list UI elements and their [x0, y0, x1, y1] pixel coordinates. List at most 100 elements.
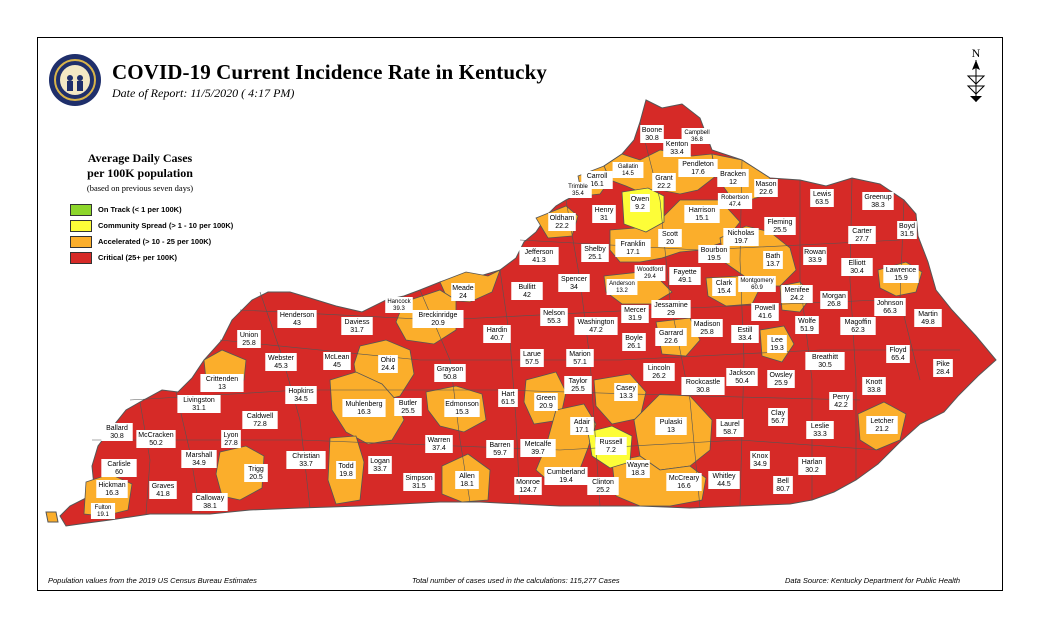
- county-label-box: [574, 317, 618, 335]
- county-name: Morgan: [822, 293, 846, 300]
- county-name: Union: [240, 332, 258, 339]
- county-label-box: [767, 335, 787, 353]
- county-value: 30.4: [850, 268, 864, 275]
- county-label-box: [883, 265, 919, 283]
- county-label-box: [767, 370, 795, 388]
- county-label-box: [483, 325, 511, 343]
- footer-population-note: Population values from the 2019 US Censu…: [48, 576, 257, 585]
- county-label-box: [862, 377, 886, 395]
- county-name: Hickman: [98, 482, 125, 489]
- county-value: 62.3: [851, 327, 865, 334]
- county-label-box: [806, 421, 834, 439]
- county-value: 30.8: [696, 387, 710, 394]
- county-label-box: [451, 283, 475, 301]
- county-name: Henry: [595, 207, 614, 214]
- county-label-box: [848, 226, 876, 244]
- county-value: 58.7: [723, 429, 737, 436]
- county-label-box: [587, 477, 619, 495]
- county-label-box: [277, 310, 317, 328]
- county-name: Wolfe: [798, 318, 816, 325]
- county-name: Lyon: [224, 432, 239, 439]
- county-value: 60: [115, 469, 123, 476]
- county-label-box: [622, 333, 646, 351]
- county-value: 41.6: [758, 313, 772, 320]
- county-label-box: [663, 139, 691, 157]
- fulton-exclave: [45, 511, 59, 523]
- county-value: 33.9: [808, 257, 822, 264]
- county-name: Rowan: [804, 249, 826, 256]
- county-name: Grant: [655, 175, 673, 182]
- county-name: Whitley: [713, 473, 736, 480]
- county-label-box: [544, 467, 588, 485]
- county-value: 49.8: [921, 319, 935, 326]
- county-value: 30.2: [805, 467, 819, 474]
- county-value: 26.8: [827, 301, 841, 308]
- county-label-box: [640, 125, 664, 143]
- county-value: 22.2: [555, 223, 569, 230]
- county-value: 38.3: [871, 202, 885, 209]
- county-label-box: [595, 437, 627, 455]
- county-name: Calloway: [196, 495, 225, 502]
- county-value: 41.3: [532, 257, 546, 264]
- county-name: Monroe: [516, 479, 540, 486]
- legend-title: Average Daily Cases per 100K population: [60, 151, 220, 181]
- county-label-box: [96, 480, 128, 498]
- county-name: Hardin: [487, 327, 508, 334]
- county-name: Jessamine: [654, 302, 688, 309]
- county-name: Elliott: [848, 260, 865, 267]
- county-name: Pike: [936, 361, 950, 368]
- county-label-box: [621, 305, 649, 323]
- county-label-box: [244, 464, 268, 482]
- county-value: 31.9: [628, 315, 642, 322]
- county-label-box: [221, 430, 241, 448]
- county-label-box: [444, 399, 480, 417]
- county-name: Marion: [569, 351, 591, 358]
- county-label-box: [548, 213, 576, 231]
- county-value: 27.8: [224, 440, 238, 447]
- county-name: Allen: [459, 473, 475, 480]
- county-name: Martin: [918, 311, 938, 318]
- county-value: 25.9: [774, 380, 788, 387]
- county-value: 61.5: [501, 399, 515, 406]
- report-date: Date of Report: 11/5/2020 ( 4:17 PM): [112, 86, 295, 100]
- county-name: Garrard: [659, 330, 683, 337]
- county-name: Knox: [752, 453, 768, 460]
- county-value: 63.5: [815, 199, 829, 206]
- county-label-box: [101, 423, 133, 441]
- county-name: Estill: [738, 327, 753, 334]
- county-name: Clinton: [592, 479, 614, 486]
- county-label-box: [192, 493, 228, 511]
- county-value: 39.3: [393, 306, 405, 312]
- county-name: Adair: [574, 419, 591, 426]
- county-value: 29: [667, 310, 675, 317]
- county-value: 28.4: [936, 369, 950, 376]
- county-label-box: [933, 359, 953, 377]
- county-value: 31.5: [412, 483, 426, 490]
- legend-label: Community Spread (> 1 - 10 per 100K): [98, 221, 234, 230]
- county-label-box: [716, 419, 744, 437]
- county-value: 51.9: [800, 326, 814, 333]
- county-value: 19.7: [734, 238, 748, 245]
